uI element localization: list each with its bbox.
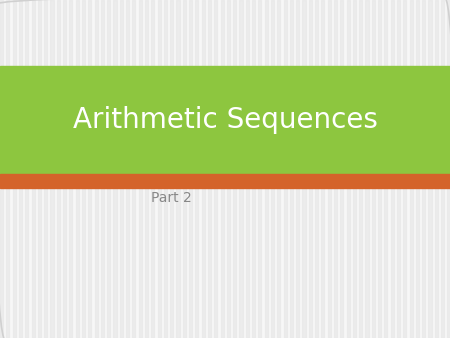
Bar bbox=[202, 0, 205, 338]
Bar bbox=[145, 0, 148, 338]
Bar bbox=[50, 0, 54, 338]
Bar bbox=[19, 0, 22, 338]
Bar bbox=[277, 0, 280, 338]
Bar bbox=[359, 0, 362, 338]
Bar bbox=[397, 0, 400, 338]
Bar bbox=[447, 0, 450, 338]
Bar bbox=[315, 0, 318, 338]
Bar bbox=[252, 0, 255, 338]
Bar bbox=[233, 0, 236, 338]
Text: Arithmetic Sequences: Arithmetic Sequences bbox=[72, 106, 378, 134]
Bar bbox=[88, 0, 91, 338]
Bar bbox=[321, 0, 324, 338]
Bar bbox=[13, 0, 16, 338]
Bar bbox=[441, 0, 444, 338]
Bar bbox=[57, 0, 60, 338]
Bar bbox=[0, 0, 3, 338]
Bar bbox=[82, 0, 85, 338]
Bar bbox=[296, 0, 299, 338]
Bar bbox=[309, 0, 312, 338]
Bar bbox=[328, 0, 331, 338]
Bar bbox=[239, 0, 243, 338]
Bar bbox=[378, 0, 381, 338]
Bar bbox=[38, 0, 41, 338]
Bar bbox=[139, 0, 142, 338]
Bar bbox=[126, 0, 129, 338]
Bar bbox=[302, 0, 306, 338]
Bar bbox=[428, 0, 432, 338]
Bar bbox=[0, 174, 450, 188]
Bar bbox=[63, 0, 66, 338]
Bar bbox=[334, 0, 337, 338]
Bar bbox=[435, 0, 438, 338]
Bar bbox=[416, 0, 419, 338]
Bar bbox=[422, 0, 425, 338]
Bar bbox=[6, 0, 9, 338]
Bar bbox=[372, 0, 375, 338]
Bar bbox=[170, 0, 173, 338]
Bar bbox=[195, 0, 198, 338]
Bar bbox=[365, 0, 369, 338]
Bar bbox=[32, 0, 35, 338]
Bar bbox=[25, 0, 28, 338]
Bar bbox=[391, 0, 394, 338]
Bar bbox=[176, 0, 180, 338]
Text: Part 2: Part 2 bbox=[151, 191, 191, 205]
Bar bbox=[290, 0, 293, 338]
Bar bbox=[403, 0, 406, 338]
Bar bbox=[113, 0, 117, 338]
Bar bbox=[120, 0, 123, 338]
Bar bbox=[265, 0, 268, 338]
Bar bbox=[132, 0, 135, 338]
Bar bbox=[101, 0, 104, 338]
Bar bbox=[384, 0, 387, 338]
Bar bbox=[340, 0, 343, 338]
Bar bbox=[353, 0, 356, 338]
Bar bbox=[189, 0, 192, 338]
Bar bbox=[44, 0, 47, 338]
Bar bbox=[158, 0, 161, 338]
Bar bbox=[246, 0, 249, 338]
Bar bbox=[346, 0, 350, 338]
Bar bbox=[164, 0, 167, 338]
Bar bbox=[94, 0, 98, 338]
Bar bbox=[183, 0, 186, 338]
Bar bbox=[76, 0, 79, 338]
Bar bbox=[208, 0, 211, 338]
Bar bbox=[227, 0, 230, 338]
Bar bbox=[107, 0, 110, 338]
Bar bbox=[220, 0, 224, 338]
Bar bbox=[271, 0, 274, 338]
Bar bbox=[284, 0, 287, 338]
Bar bbox=[0, 66, 450, 174]
Bar bbox=[214, 0, 217, 338]
Bar bbox=[151, 0, 154, 338]
Bar bbox=[410, 0, 413, 338]
Bar bbox=[69, 0, 72, 338]
Bar bbox=[258, 0, 261, 338]
